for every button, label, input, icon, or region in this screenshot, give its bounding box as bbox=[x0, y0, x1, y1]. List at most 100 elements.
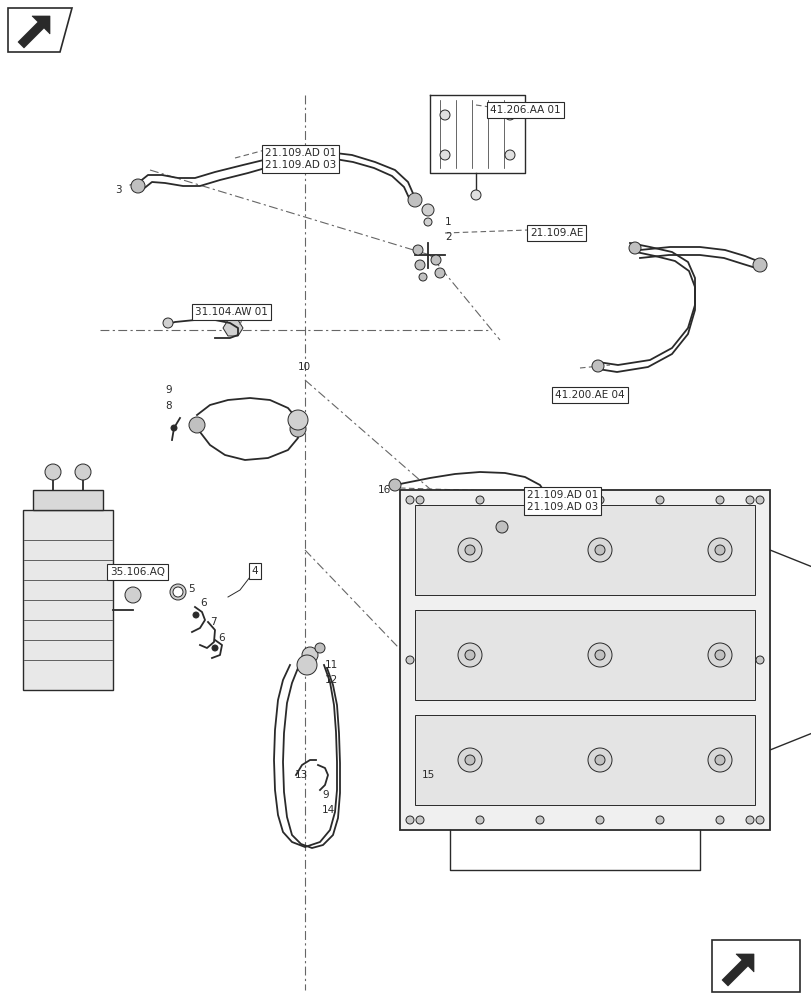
Circle shape bbox=[131, 179, 145, 193]
Circle shape bbox=[212, 645, 217, 651]
Text: 35.106.AQ: 35.106.AQ bbox=[109, 567, 165, 577]
Text: 5: 5 bbox=[188, 584, 195, 594]
Text: 21.109.AE: 21.109.AE bbox=[530, 228, 582, 238]
Circle shape bbox=[45, 464, 61, 480]
Circle shape bbox=[594, 755, 604, 765]
Circle shape bbox=[504, 110, 514, 120]
Text: 8: 8 bbox=[165, 401, 171, 411]
Circle shape bbox=[655, 816, 663, 824]
Circle shape bbox=[315, 643, 324, 653]
Circle shape bbox=[415, 816, 423, 824]
Bar bbox=[414, 715, 754, 805]
Text: 12: 12 bbox=[324, 675, 338, 685]
Polygon shape bbox=[23, 510, 113, 690]
Circle shape bbox=[587, 748, 611, 772]
Text: 41.206.AA 01: 41.206.AA 01 bbox=[489, 105, 560, 115]
Circle shape bbox=[465, 545, 474, 555]
Circle shape bbox=[755, 656, 763, 664]
Circle shape bbox=[752, 258, 766, 272]
Bar bbox=[414, 610, 754, 700]
Polygon shape bbox=[18, 16, 50, 48]
Circle shape bbox=[714, 755, 724, 765]
Circle shape bbox=[288, 410, 307, 430]
Circle shape bbox=[714, 650, 724, 660]
Text: 1: 1 bbox=[444, 217, 451, 227]
Circle shape bbox=[587, 643, 611, 667]
Text: 15: 15 bbox=[422, 770, 435, 780]
Circle shape bbox=[595, 816, 603, 824]
Circle shape bbox=[171, 425, 177, 431]
Text: 6: 6 bbox=[217, 633, 225, 643]
Circle shape bbox=[415, 496, 423, 504]
Circle shape bbox=[475, 816, 483, 824]
Circle shape bbox=[75, 464, 91, 480]
Text: 9: 9 bbox=[322, 790, 328, 800]
Circle shape bbox=[745, 816, 753, 824]
Circle shape bbox=[189, 417, 204, 433]
Text: 41.200.AE 04: 41.200.AE 04 bbox=[554, 390, 624, 400]
Circle shape bbox=[457, 538, 482, 562]
Circle shape bbox=[125, 587, 141, 603]
Circle shape bbox=[629, 242, 640, 254]
Circle shape bbox=[388, 479, 401, 491]
Circle shape bbox=[169, 584, 186, 600]
Circle shape bbox=[414, 260, 424, 270]
Text: 4: 4 bbox=[251, 566, 258, 576]
Circle shape bbox=[418, 273, 427, 281]
Text: 6: 6 bbox=[200, 598, 206, 608]
Text: 31.104.AW 01: 31.104.AW 01 bbox=[195, 307, 268, 317]
Polygon shape bbox=[223, 320, 242, 336]
Text: 9: 9 bbox=[165, 385, 171, 395]
Circle shape bbox=[457, 748, 482, 772]
Text: 14: 14 bbox=[322, 805, 335, 815]
Text: 13: 13 bbox=[294, 770, 308, 780]
Polygon shape bbox=[33, 490, 103, 510]
Bar bbox=[711, 940, 799, 992]
Text: 7: 7 bbox=[210, 617, 217, 627]
Circle shape bbox=[745, 496, 753, 504]
Bar bbox=[400, 490, 769, 830]
Circle shape bbox=[413, 245, 423, 255]
Text: 10: 10 bbox=[298, 362, 311, 372]
Circle shape bbox=[173, 587, 182, 597]
Circle shape bbox=[591, 360, 603, 372]
Circle shape bbox=[496, 521, 508, 533]
Circle shape bbox=[594, 545, 604, 555]
Circle shape bbox=[440, 150, 449, 160]
Circle shape bbox=[587, 538, 611, 562]
Circle shape bbox=[755, 816, 763, 824]
Circle shape bbox=[465, 650, 474, 660]
Text: 11: 11 bbox=[324, 660, 338, 670]
Circle shape bbox=[475, 496, 483, 504]
Circle shape bbox=[707, 643, 731, 667]
Circle shape bbox=[163, 318, 173, 328]
Circle shape bbox=[435, 268, 444, 278]
Circle shape bbox=[457, 643, 482, 667]
Circle shape bbox=[406, 496, 414, 504]
Text: 21.109.AD 01
21.109.AD 03: 21.109.AD 01 21.109.AD 03 bbox=[526, 490, 598, 512]
Circle shape bbox=[755, 496, 763, 504]
Circle shape bbox=[655, 496, 663, 504]
Circle shape bbox=[595, 496, 603, 504]
Text: 16: 16 bbox=[378, 485, 391, 495]
Circle shape bbox=[297, 655, 316, 675]
Circle shape bbox=[406, 816, 414, 824]
Circle shape bbox=[535, 496, 543, 504]
Circle shape bbox=[422, 204, 433, 216]
Circle shape bbox=[470, 190, 480, 200]
Circle shape bbox=[407, 193, 422, 207]
Circle shape bbox=[707, 538, 731, 562]
Bar bbox=[414, 505, 754, 595]
Circle shape bbox=[535, 816, 543, 824]
Circle shape bbox=[440, 110, 449, 120]
Text: 3: 3 bbox=[115, 185, 122, 195]
Circle shape bbox=[504, 150, 514, 160]
Circle shape bbox=[290, 421, 306, 437]
Circle shape bbox=[302, 647, 318, 663]
Circle shape bbox=[193, 612, 199, 618]
Text: 21.109.AD 01
21.109.AD 03: 21.109.AD 01 21.109.AD 03 bbox=[264, 148, 336, 170]
Circle shape bbox=[715, 816, 723, 824]
Circle shape bbox=[707, 748, 731, 772]
Circle shape bbox=[406, 656, 414, 664]
Polygon shape bbox=[8, 8, 72, 52]
